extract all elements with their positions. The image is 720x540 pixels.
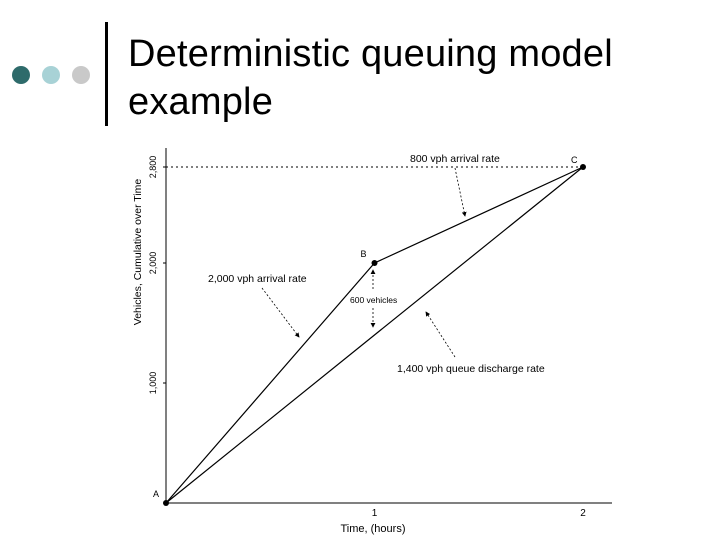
y-tick-label: 2,800 — [148, 156, 158, 179]
arrow-800-vph — [454, 167, 467, 217]
data-points: A B C — [153, 155, 586, 506]
annotation-600-vehicles: 600 vehicles — [350, 295, 397, 305]
series-departures — [165, 166, 584, 504]
x-tick-label: 1 — [372, 508, 378, 519]
point-label-c: C — [571, 155, 578, 165]
y-tick-label: 2,000 — [148, 252, 158, 275]
point-label-b: B — [361, 249, 367, 259]
dot-light-teal — [42, 66, 60, 84]
y-tick-label: 1,000 — [148, 372, 158, 395]
arrow-2000-vph — [261, 287, 300, 338]
title-line-1: Deterministic queuing model — [128, 33, 613, 75]
arrow-1400-vph — [425, 311, 456, 358]
point-b — [371, 260, 378, 266]
y-axis-label: Vehicles, Cumulative over Time — [132, 179, 144, 326]
point-a — [163, 500, 169, 506]
x-tick-label: 2 — [580, 508, 586, 519]
x-axis-label: Time, (hours) — [341, 523, 406, 535]
annotation-2000-vph: 2,000 vph arrival rate — [208, 273, 307, 285]
dot-dark — [12, 66, 30, 84]
annotation-800-vph: 800 vph arrival rate — [410, 153, 500, 165]
axis-ticks: 1 2 1,000 2,000 2,800 — [148, 156, 586, 519]
point-c — [580, 164, 586, 170]
title-divider — [105, 22, 108, 126]
slide-title: Deterministic queuing model example — [128, 30, 613, 126]
decorative-dots — [12, 66, 94, 84]
point-label-a: A — [153, 489, 159, 499]
annotation-1400-vph: 1,400 vph queue discharge rate — [397, 363, 545, 375]
dot-gray — [72, 66, 90, 84]
title-line-2: example — [128, 81, 274, 123]
